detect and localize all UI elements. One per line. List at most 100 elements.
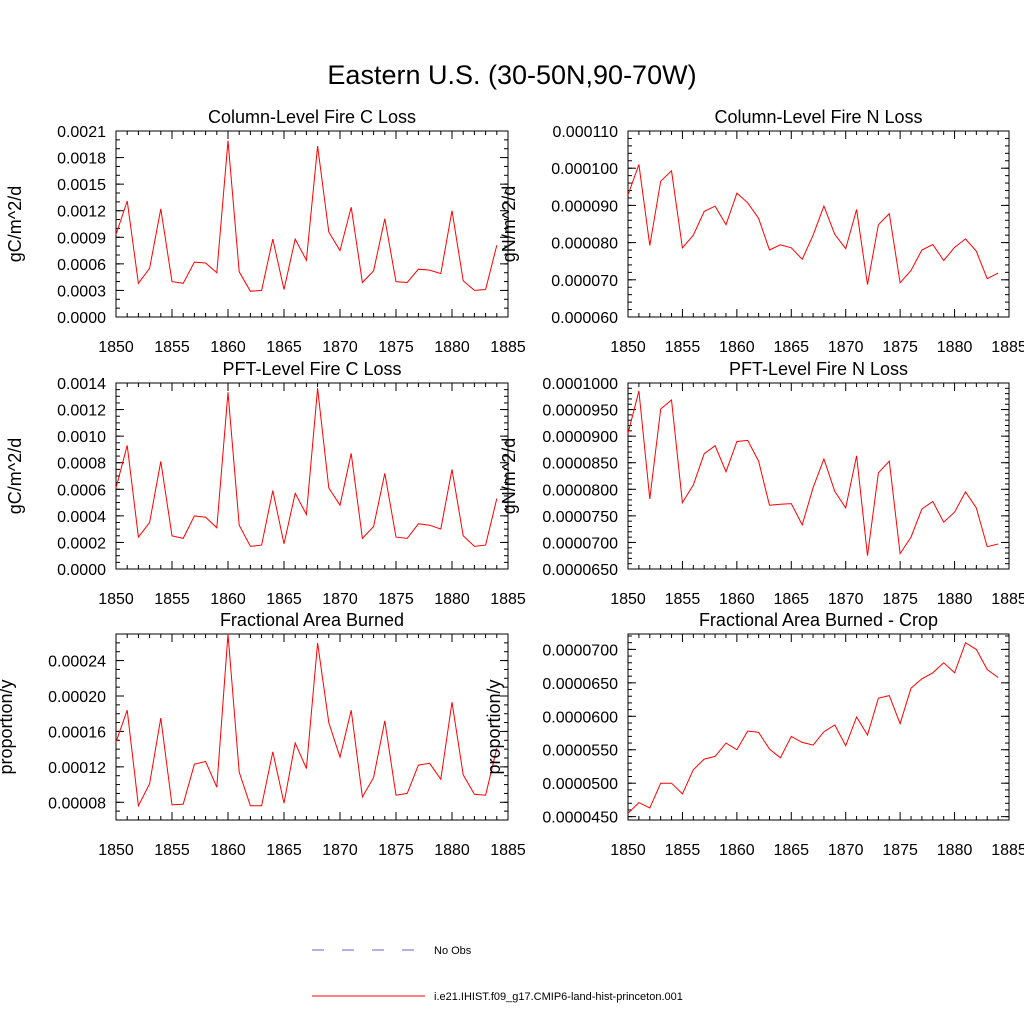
x-tick-label: 1870 — [322, 842, 358, 859]
x-tick-label: 1855 — [665, 591, 701, 608]
legend-label-model: i.e21.IHIST.f09_g17.CMIP6-land-hist-prin… — [434, 991, 683, 1003]
plot-frame — [627, 382, 1010, 570]
x-tick-label: 1875 — [882, 339, 918, 356]
x-tick-label: 1885 — [991, 842, 1024, 859]
x-tick-label: 1865 — [266, 339, 302, 356]
y-tick-label: 0.0009 — [57, 230, 106, 247]
y-tick-label: 0.00012 — [48, 760, 106, 777]
y-tick-label: 0.0000800 — [542, 482, 618, 499]
plot-frame — [627, 130, 1010, 318]
x-tick-label: 1855 — [154, 339, 190, 356]
y-tick-label: 0.0006 — [57, 482, 106, 499]
y-tick-label: 0.0000600 — [542, 709, 618, 726]
x-tick-label: 1880 — [434, 591, 470, 608]
x-tick-label: 1870 — [322, 339, 358, 356]
y-tick-label: 0.0000750 — [542, 509, 618, 526]
y-tick-label: 0.0014 — [57, 376, 106, 393]
panel-title: Fractional Area Burned — [220, 610, 404, 630]
series-line — [115, 140, 498, 292]
y-tick-label: 0.0015 — [57, 177, 106, 194]
plot-frame — [115, 633, 509, 821]
x-tick-label: 1860 — [719, 339, 755, 356]
y-axis-label: proportion/y — [484, 679, 504, 774]
x-tick-label: 1860 — [719, 591, 755, 608]
y-tick-label: 0.0004 — [57, 509, 106, 526]
y-tick-label: 0.0000550 — [542, 743, 618, 760]
panel-2: Column-Level Fire N Loss gN/m^2/d 1850 1855… — [499, 107, 1024, 356]
y-tick-label: 0.0003 — [57, 283, 106, 300]
y-tick-label: 0.00016 — [48, 724, 106, 741]
y-tick-label: 0.0010 — [57, 429, 106, 446]
y-tick-label: 0.00008 — [48, 795, 106, 812]
x-tick-label: 1885 — [490, 339, 526, 356]
x-tick-label: 1865 — [266, 591, 302, 608]
x-tick-label: 1865 — [266, 842, 302, 859]
y-tick-label: 0.0000850 — [542, 456, 618, 473]
x-tick-label: 1850 — [610, 842, 646, 859]
x-tick-label: 1875 — [882, 842, 918, 859]
y-tick-label: 0.0000950 — [542, 403, 618, 420]
y-axis-label: proportion/y — [0, 679, 16, 774]
y-tick-label: 0.0000900 — [542, 429, 618, 446]
panel-title: Column-Level Fire N Loss — [714, 107, 922, 127]
y-tick-label: 0.0000700 — [542, 642, 618, 659]
x-tick-label: 1875 — [378, 842, 414, 859]
x-tick-label: 1870 — [322, 591, 358, 608]
x-tick-label: 1855 — [154, 842, 190, 859]
y-tick-label: 0.00024 — [48, 654, 106, 671]
x-tick-label: 1850 — [98, 591, 134, 608]
y-tick-label: 0.000100 — [551, 161, 618, 178]
x-tick-label: 1860 — [210, 591, 246, 608]
y-tick-label: 0.000060 — [551, 310, 618, 327]
x-tick-label: 1880 — [937, 339, 973, 356]
panel-grid: Column-Level Fire C Loss gC/m^2/d 1850 1855… — [0, 107, 1024, 859]
legend-label-obs: No Obs — [434, 945, 472, 957]
x-tick-label: 1850 — [98, 842, 134, 859]
y-tick-label: 0.0012 — [57, 403, 106, 420]
x-tick-label: 1880 — [434, 842, 470, 859]
series-line — [627, 164, 999, 285]
y-tick-label: 0.000090 — [551, 198, 618, 215]
x-tick-label: 1850 — [610, 339, 646, 356]
panel-3: PFT-Level Fire C Loss gC/m^2/d 1850 1855 186… — [5, 359, 526, 608]
x-tick-label: 1870 — [828, 842, 864, 859]
panel-title: Column-Level Fire C Loss — [208, 107, 416, 127]
plot-frame — [115, 382, 509, 570]
x-tick-label: 1875 — [378, 339, 414, 356]
x-tick-label: 1885 — [991, 339, 1024, 356]
y-tick-label: 0.0012 — [57, 204, 106, 221]
series-line — [115, 633, 498, 808]
y-axis-label: gC/m^2/d — [5, 186, 25, 262]
y-tick-label: 0.0000650 — [542, 562, 618, 579]
y-tick-label: 0.000110 — [552, 124, 618, 141]
y-tick-label: 0.000070 — [551, 273, 618, 290]
y-tick-label: 0.0018 — [57, 151, 106, 168]
y-tick-label: 0.0000450 — [542, 810, 618, 827]
x-tick-label: 1880 — [937, 591, 973, 608]
panel-4: PFT-Level Fire N Loss gN/m^2/d 1850 1855 186… — [499, 359, 1024, 608]
panel-1: Column-Level Fire C Loss gC/m^2/d 1850 1855… — [5, 107, 526, 356]
plot-frame — [115, 130, 509, 318]
y-tick-label: 0.0008 — [57, 456, 106, 473]
y-tick-label: 0.0021 — [57, 124, 106, 141]
x-tick-label: 1880 — [937, 842, 973, 859]
x-tick-label: 1865 — [773, 339, 809, 356]
series-line — [115, 388, 498, 547]
x-tick-label: 1870 — [828, 591, 864, 608]
x-tick-label: 1885 — [490, 591, 526, 608]
y-tick-label: 0.0006 — [57, 257, 106, 274]
x-tick-label: 1865 — [773, 591, 809, 608]
x-tick-label: 1855 — [154, 591, 190, 608]
panel-title: PFT-Level Fire C Loss — [222, 359, 401, 379]
x-tick-label: 1875 — [882, 591, 918, 608]
y-axis-label: gN/m^2/d — [499, 438, 519, 514]
y-tick-label: 0.0000 — [57, 562, 106, 579]
y-tick-label: 0.0001000 — [542, 376, 618, 393]
x-tick-label: 1860 — [719, 842, 755, 859]
panel-5: Fractional Area Burned proportion/y 1850 18… — [0, 610, 526, 859]
y-tick-label: 0.0000650 — [542, 676, 618, 693]
x-tick-label: 1880 — [434, 339, 470, 356]
y-tick-label: 0.0000700 — [542, 535, 618, 552]
y-axis-label: gN/m^2/d — [499, 186, 519, 262]
